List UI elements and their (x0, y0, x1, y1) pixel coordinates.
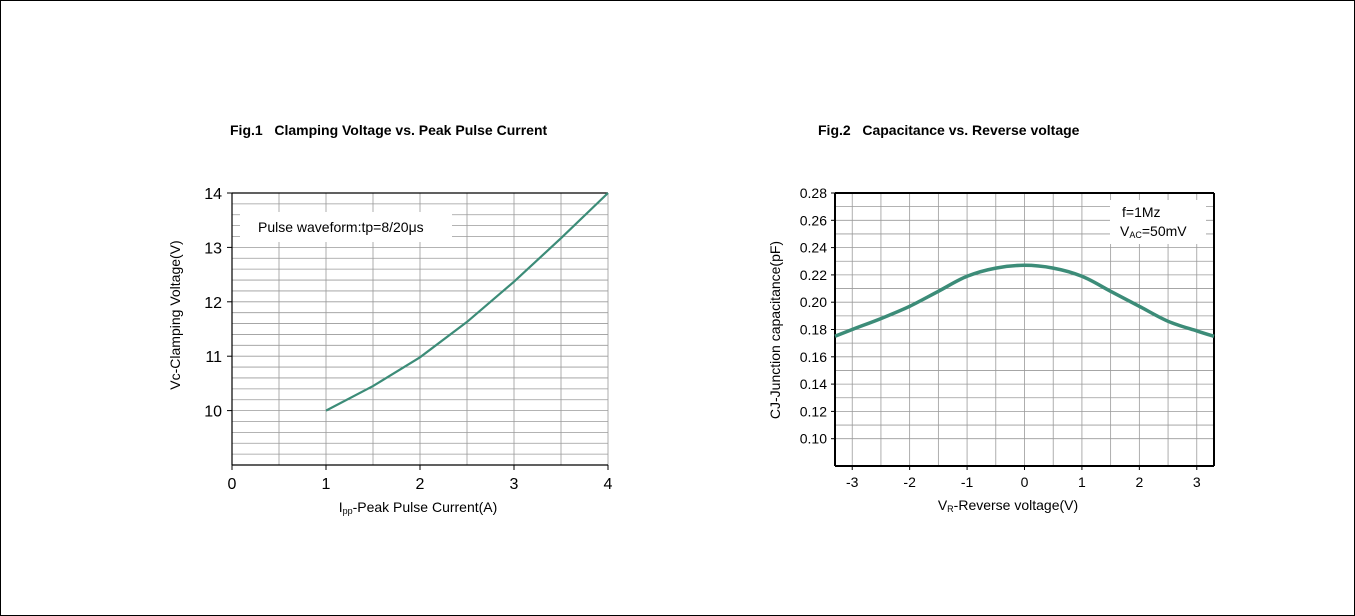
chart2-xlabel-rest: -Reverse voltage(V) (954, 497, 1079, 513)
chart2-xlabel: VR-Reverse voltage(V) (938, 497, 1078, 514)
chart2-xtick-label: 0 (1021, 474, 1029, 490)
chart1-xtick-label: 3 (510, 476, 519, 493)
chart1-ytick-label: 12 (204, 295, 222, 312)
chart1-annotation: Pulse waveform:tp=8/20μs (258, 219, 424, 235)
chart2-xtick-label: -1 (961, 474, 974, 490)
chart1-ytick-label: 13 (204, 240, 222, 257)
chart2-ytick-label: 0.22 (800, 267, 827, 283)
chart2-annotation-line2: VAC=50mV (1120, 223, 1187, 240)
chart2-ytick-label: 0.20 (800, 294, 827, 310)
chart2-xlabel-main: V (938, 497, 948, 513)
chart2-annotation-line1: f=1Mz (1122, 204, 1161, 220)
chart2-ytick-label: 0.14 (800, 376, 827, 392)
chart1-xlabel-main: I (339, 499, 343, 515)
chart1-xlabel: Ipp-Peak Pulse Current(A) (339, 499, 498, 516)
chart1-xtick-label: 0 (228, 476, 237, 493)
chart1-xtick-label: 2 (416, 476, 425, 493)
chart2-ytick-label: 0.18 (800, 322, 827, 338)
chart1-title: Fig.1 Clamping Voltage vs. Peak Pulse Cu… (230, 122, 548, 138)
chart2-tick-labels: 0.10 0.12 0.14 0.16 0.18 0.20 0.22 0.24 0.26 0.28… (800, 185, 1201, 490)
chart2-ytick-label: 0.16 (800, 349, 827, 365)
chart1-ytick-label: 10 (204, 404, 222, 421)
chart2-xtick-label: -3 (846, 474, 859, 490)
chart1-xtick-label: 4 (604, 476, 613, 493)
chart2-xtick-label: 3 (1193, 474, 1201, 490)
chart2-annotation-box (1110, 200, 1206, 244)
chart1-series-line (325, 192, 609, 412)
chart1-ytick-label: 11 (205, 349, 222, 366)
chart2-annotation-sub: AC (1129, 230, 1142, 240)
chart2-ytick-label: 0.24 (800, 240, 827, 256)
chart2-ytick-label: 0.26 (800, 212, 827, 228)
chart2-xtick-label: 1 (1078, 474, 1086, 490)
chart2-xlabel-sub: R (947, 504, 954, 514)
chart2-ytick-label: 0.12 (800, 403, 827, 419)
chart1-annotation-box (240, 212, 452, 242)
chart2-ytick-label: 0.10 (800, 431, 827, 447)
chart1-xlabel-rest: -Peak Pulse Current(A) (353, 499, 498, 515)
chart1-ylabel: Vc-Clamping Voltage(V) (167, 240, 183, 389)
chart1-xlabel-sub: pp (343, 506, 353, 516)
chart1-xtick-label: 1 (322, 476, 331, 493)
chart2-annotation-rest: =50mV (1142, 223, 1187, 239)
chart2-annotation-main: V (1120, 223, 1130, 239)
chart1-ytick-label: 14 (204, 186, 222, 203)
chart2-ylabel: CJ-Junction capacitance(pF) (767, 241, 783, 419)
chart2-xtick-label: -2 (903, 474, 916, 490)
chart2-title: Fig.2 Capacitance vs. Reverse voltage (818, 122, 1080, 138)
chart2-ytick-label: 0.28 (800, 185, 827, 201)
chart2-series-line (834, 263, 1215, 338)
chart2-xtick-label: 2 (1135, 474, 1143, 490)
